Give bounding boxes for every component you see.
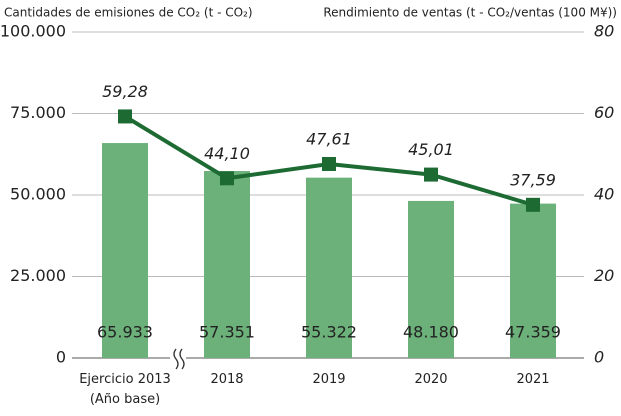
line-marker bbox=[526, 197, 540, 212]
axis-break bbox=[170, 348, 186, 370]
x-tick-label: 2019 bbox=[312, 372, 346, 387]
line-value-label: 37,59 bbox=[510, 170, 556, 189]
y-tick-label: 75.000 bbox=[10, 103, 66, 122]
bar bbox=[102, 143, 148, 358]
bar-value-label: 47.359 bbox=[505, 323, 561, 342]
x-tick-label: 2020 bbox=[414, 372, 448, 387]
y2-tick-label: 80 bbox=[594, 22, 614, 41]
x-tick-label: 2021 bbox=[516, 372, 550, 387]
line-marker bbox=[220, 171, 234, 186]
bar bbox=[408, 200, 454, 358]
bar-value-label: 65.933 bbox=[97, 323, 153, 342]
y-tick-label: 25.000 bbox=[10, 266, 66, 285]
x-tick-label: 2018 bbox=[210, 372, 244, 387]
y-axis-title: Cantidades de emisiones de CO₂ (t - CO₂) bbox=[4, 6, 253, 20]
bar-value-label: 48.180 bbox=[403, 323, 459, 342]
bar-value-label: 55.322 bbox=[301, 323, 357, 342]
y2-tick-label: 0 bbox=[594, 348, 604, 367]
line-value-label: 44,10 bbox=[204, 144, 250, 163]
y-tick-label: 100.000 bbox=[0, 22, 66, 41]
line-marker bbox=[424, 167, 438, 182]
bar bbox=[204, 171, 250, 358]
y-tick-label: 50.000 bbox=[10, 185, 66, 204]
line-value-label: 45,01 bbox=[408, 140, 454, 159]
y-tick-label: 0 bbox=[56, 348, 66, 367]
y2-tick-label: 60 bbox=[594, 103, 614, 122]
bar bbox=[510, 203, 556, 358]
line-value-label: 59,28 bbox=[102, 82, 148, 101]
y2-axis-title: Rendimiento de ventas (t - CO₂/ventas (1… bbox=[323, 6, 617, 20]
line-marker bbox=[118, 109, 132, 124]
bar bbox=[306, 177, 352, 358]
line-marker bbox=[322, 156, 336, 171]
y2-tick-label: 20 bbox=[594, 266, 614, 285]
line-value-label: 47,61 bbox=[306, 129, 352, 148]
bar-value-label: 57.351 bbox=[199, 323, 255, 342]
x-tick-label: Ejercicio 2013 (Año base) bbox=[79, 372, 171, 407]
y2-tick-label: 40 bbox=[594, 185, 614, 204]
